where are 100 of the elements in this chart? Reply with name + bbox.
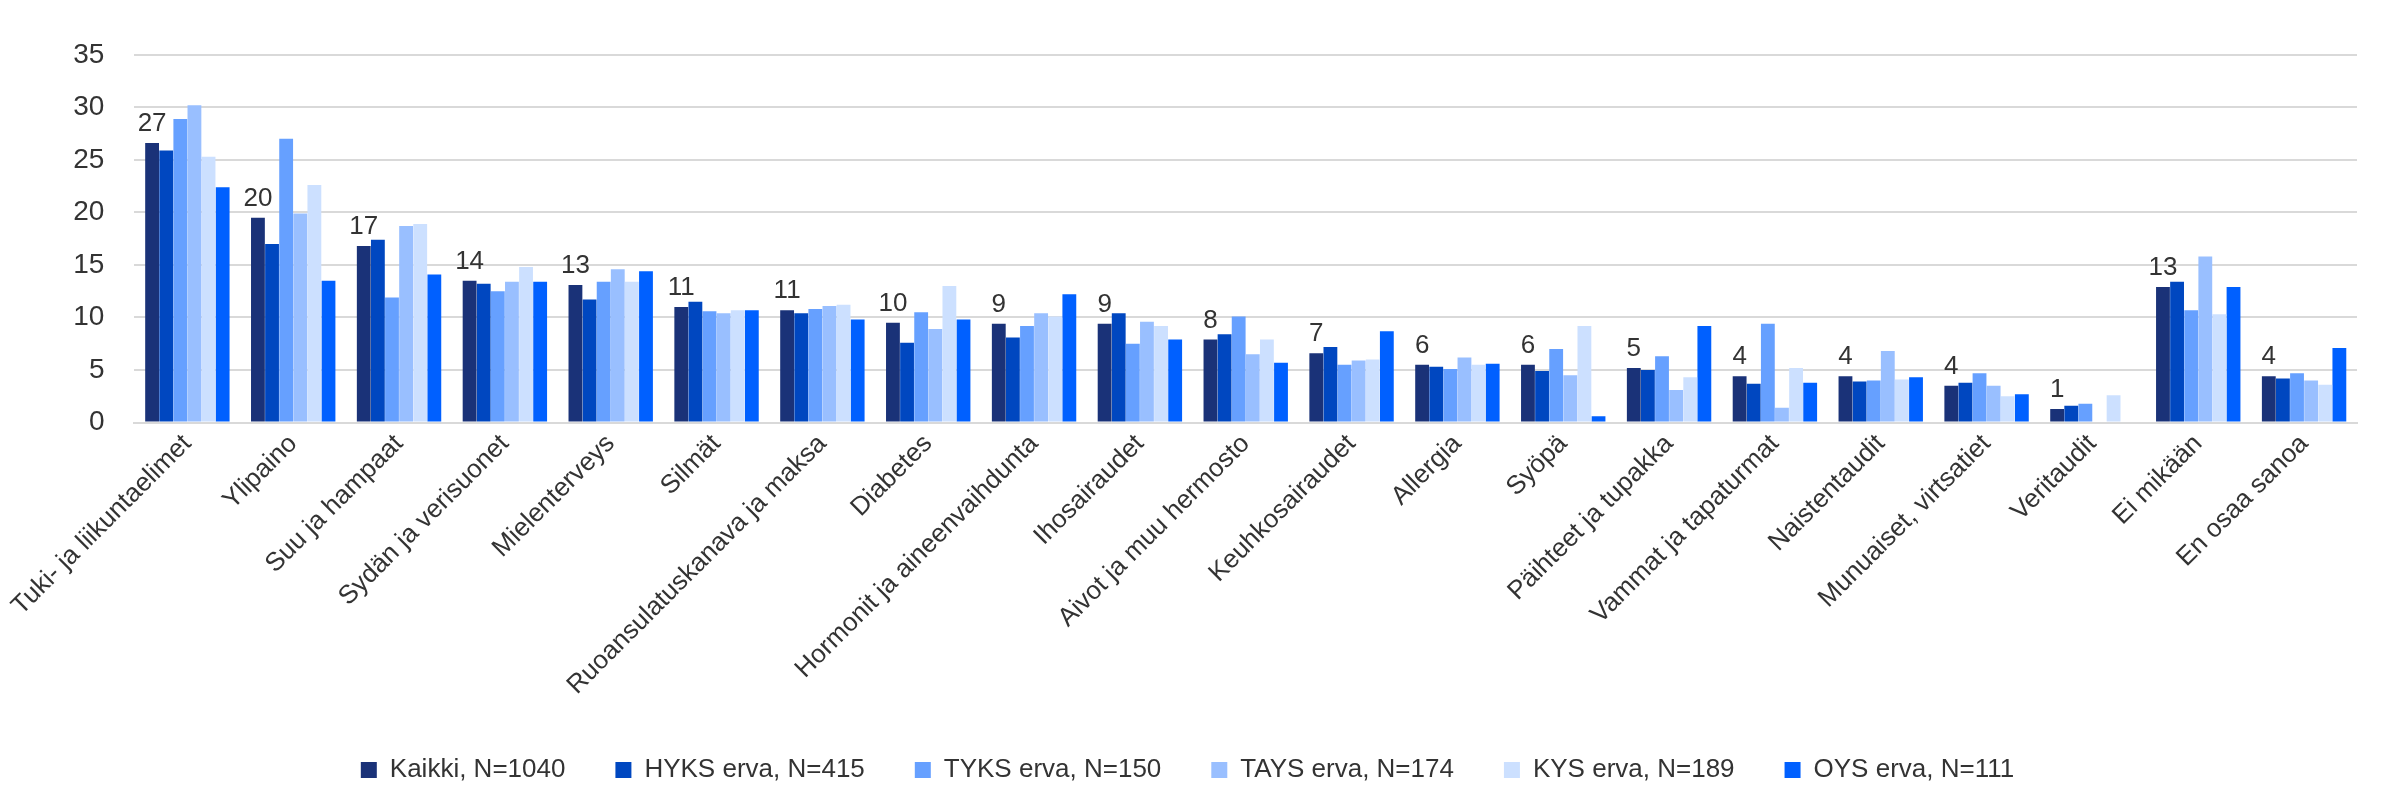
bar: [265, 243, 279, 422]
bar: [1140, 321, 1154, 422]
bar: [173, 118, 188, 422]
bar: [1852, 381, 1867, 422]
bar: [1337, 364, 1352, 422]
bar: [2050, 408, 2065, 422]
bar: [1429, 366, 1444, 422]
bar: [1323, 346, 1338, 422]
bar: [886, 322, 900, 422]
bar: [1005, 337, 1020, 422]
bar: [1549, 349, 1564, 422]
data-label: 14: [455, 244, 485, 275]
bar: [2106, 395, 2121, 422]
bar: [427, 274, 442, 422]
bar: [2000, 396, 2015, 422]
bar: [1125, 343, 1140, 422]
bar: [942, 285, 957, 422]
bar: [2078, 403, 2093, 422]
bar: [399, 226, 414, 422]
bar: [1245, 354, 1260, 422]
bar: [215, 187, 230, 422]
bar: [2318, 384, 2333, 422]
bar: [1746, 383, 1761, 422]
bar: [610, 269, 625, 422]
data-label: 9: [991, 287, 1007, 318]
bar: [1485, 363, 1500, 422]
bar: [1154, 325, 1168, 422]
bar: [1866, 380, 1881, 422]
bar: [251, 217, 265, 422]
bar: [624, 281, 639, 422]
legend-label: TAYS erva, N=174: [1240, 753, 1454, 784]
bar: [674, 306, 689, 422]
bar: [2156, 287, 2170, 422]
y-tick-label: 5: [88, 352, 105, 384]
bar: [1958, 382, 1973, 422]
bar: [1894, 379, 1909, 422]
bar: [279, 138, 294, 422]
bar: [568, 284, 583, 422]
y-tick-label: 35: [73, 37, 105, 69]
bar: [596, 281, 611, 422]
bar: [1471, 364, 1486, 422]
bar: [321, 280, 336, 422]
bar: [2212, 314, 2227, 422]
bar: [1669, 389, 1684, 422]
bar: [928, 329, 943, 422]
bar: [836, 304, 851, 422]
data-label: 4: [2261, 340, 2277, 371]
bar: [2014, 394, 2029, 422]
bar: [1697, 325, 1712, 422]
data-label: 9: [1097, 287, 1112, 318]
bar: [307, 185, 322, 422]
bar: [145, 143, 160, 422]
bar: [914, 312, 929, 422]
bar: [1591, 416, 1606, 422]
legend-label: HYKS erva, N=415: [644, 753, 865, 784]
bar: [1760, 323, 1775, 422]
bar: [1097, 323, 1112, 422]
bar: [850, 319, 865, 422]
bar: [1972, 373, 1987, 422]
bar: [780, 310, 795, 422]
bar: [1732, 376, 1747, 422]
y-tick-label: 20: [73, 195, 105, 227]
legend-label: OYS erva, N=111: [1813, 753, 2015, 784]
data-label: 6: [1414, 328, 1430, 359]
bar: [1274, 362, 1288, 422]
bar: [639, 271, 653, 422]
data-label: 13: [560, 249, 590, 280]
bar: [293, 213, 308, 422]
bar: [1034, 313, 1049, 422]
bar: [582, 299, 597, 422]
bar: [1457, 357, 1472, 422]
bar: [2261, 376, 2276, 422]
bar: [2304, 380, 2319, 422]
bar: [1259, 339, 1274, 422]
bar: [1111, 313, 1126, 422]
data-label: 11: [667, 271, 695, 302]
legend-label: TYKS erva, N=150: [943, 753, 1162, 784]
bar: [1640, 370, 1655, 422]
bar: [462, 280, 477, 422]
bar: [1775, 407, 1789, 422]
bar: [1838, 376, 1853, 422]
bar: [201, 156, 216, 422]
bar: [1379, 331, 1394, 422]
bar: [744, 310, 759, 422]
bar: [1443, 368, 1458, 422]
bar: [2170, 281, 2184, 422]
bar: [716, 313, 731, 422]
bar: [1217, 334, 1232, 422]
bar: [413, 223, 428, 422]
data-label: 10: [878, 286, 908, 317]
bar: [2198, 256, 2213, 422]
bar: [808, 309, 823, 422]
bar: [187, 105, 202, 422]
bar: [356, 246, 371, 422]
data-label: 13: [2148, 251, 2178, 282]
bar: [476, 283, 491, 422]
bar: [1803, 382, 1818, 422]
bar: [1203, 339, 1218, 422]
bar: [1789, 367, 1803, 422]
data-label: 4: [1732, 340, 1747, 371]
